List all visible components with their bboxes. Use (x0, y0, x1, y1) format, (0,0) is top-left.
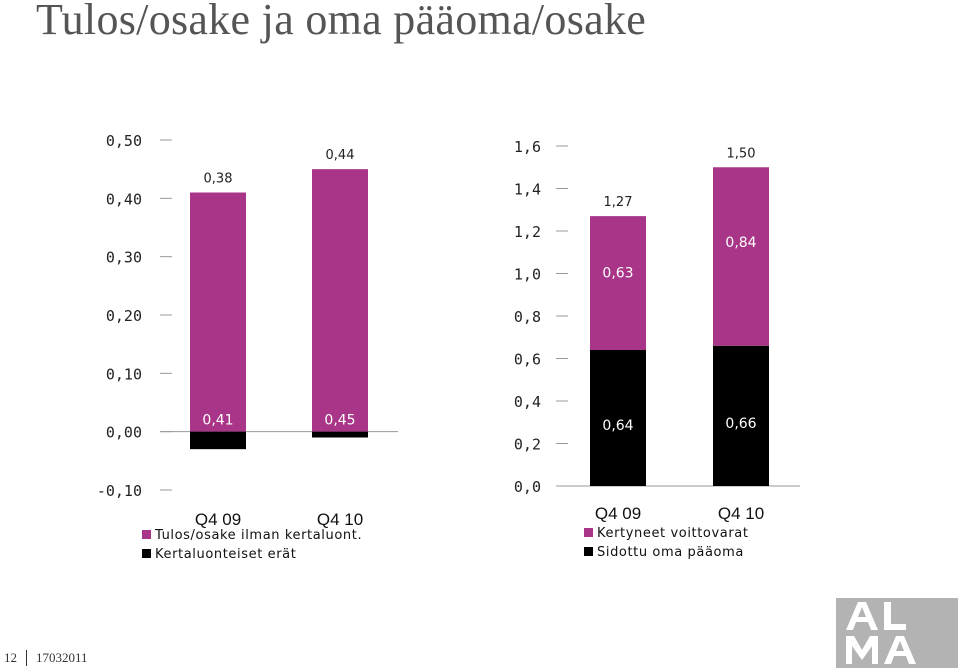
page-number: 12 (4, 650, 17, 665)
equity-bar-segment (713, 345, 769, 486)
eps-total-value-label: 0,44 (326, 148, 355, 163)
eps-total-value-label: 0,38 (204, 172, 233, 187)
eps-segment-value-label: 0,41 (202, 413, 233, 429)
equity-legend-swatch (584, 547, 593, 556)
equity-y-tick-label: 0,2 (514, 436, 541, 454)
equity-bar-segment (713, 167, 769, 346)
eps-category-label: Q4 09 (195, 510, 241, 529)
equity-y-tick-label: 0,0 (514, 478, 541, 496)
eps-bar-segment (190, 192, 246, 432)
equity-y-tick-label: 1,2 (514, 223, 541, 241)
eps-bar-segment (312, 169, 368, 432)
equity-y-tick-label: 0,4 (514, 393, 541, 411)
alma-logo (836, 598, 958, 668)
eps-y-tick-label: 0,30 (106, 249, 142, 267)
equity-legend-label: Kertyneet voittovarat (597, 526, 749, 541)
eps-segment-value-label: 0,45 (324, 413, 355, 429)
eps-y-tick-label: 0,00 (106, 424, 142, 442)
equity-segment-value-label: 0,84 (725, 235, 756, 251)
equity-legend-label: Sidottu oma pääoma (597, 545, 744, 560)
page-title: Tulos/osake ja oma pääoma/osake (36, 0, 647, 44)
footer-date: 17032011 (36, 650, 88, 665)
equity-segment-value-label: 0,64 (602, 418, 633, 434)
eps-y-tick-label: 0,40 (106, 190, 142, 208)
eps-legend-swatch (142, 530, 151, 539)
equity-total-value-label: 1,27 (604, 195, 633, 210)
equity-y-tick-label: 0,8 (514, 308, 541, 326)
eps-y-tick-label: 0,10 (106, 365, 142, 383)
equity-y-tick-label: 0,6 (514, 351, 541, 369)
eps-legend-label: Tulos/osake ilman kertaluont. (154, 528, 362, 543)
equity-segment-value-label: 0,66 (725, 416, 756, 432)
equity-y-tick-label: 1,4 (514, 181, 541, 199)
eps-y-tick-label: 0,20 (106, 307, 142, 325)
eps-legend-label: Kertaluonteiset erät (155, 547, 296, 562)
equity-legend-swatch (584, 528, 593, 537)
eps-bar-segment (312, 431, 368, 438)
eps-legend-swatch (142, 549, 151, 558)
equity-bar-segment (590, 350, 646, 486)
eps-y-tick-label: 0,50 (106, 132, 142, 150)
equity-y-tick-label: 1,6 (514, 138, 541, 156)
equity-category-label: Q4 09 (595, 504, 641, 523)
equity-category-label: Q4 10 (718, 504, 764, 523)
equity-segment-value-label: 0,63 (602, 265, 633, 281)
eps-segment-value-label: -0,03 (200, 448, 236, 464)
equity-total-value-label: 1,50 (727, 146, 756, 161)
equity-y-tick-label: 1,0 (514, 266, 541, 284)
eps-bar-segment (190, 431, 246, 450)
equity-bar-segment (590, 216, 646, 350)
eps-category-label: Q4 10 (317, 510, 363, 529)
eps-y-tick-label: -0,10 (97, 482, 142, 500)
footer-separator (26, 650, 27, 666)
